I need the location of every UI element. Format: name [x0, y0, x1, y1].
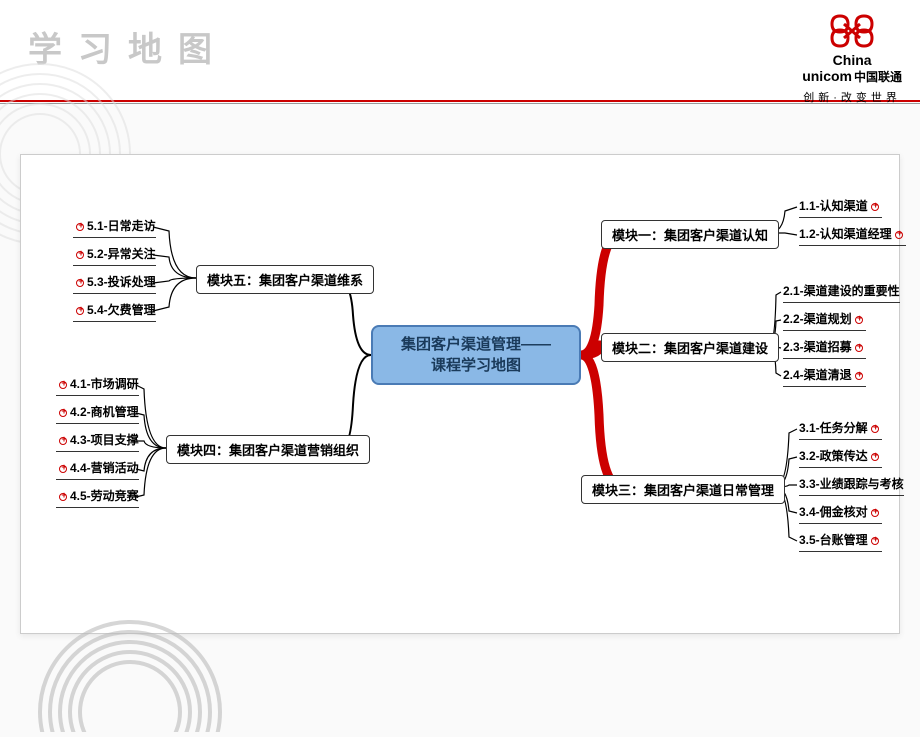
module-4: 模块四：集团客户渠道营销组织 — [166, 435, 370, 464]
leaf-3-4: 3.4-佣金核对 — [799, 501, 882, 522]
expand-icon[interactable] — [855, 344, 863, 352]
expand-icon[interactable] — [871, 537, 879, 545]
expand-icon[interactable] — [895, 231, 903, 239]
expand-icon[interactable] — [76, 279, 84, 287]
leaf-3-5: 3.5-台账管理 — [799, 529, 882, 550]
module-2: 模块二：集团客户渠道建设 — [601, 333, 779, 362]
leaf-2-3: 2.3-渠道招募 — [783, 336, 866, 357]
expand-icon[interactable] — [855, 372, 863, 380]
expand-icon[interactable] — [76, 307, 84, 315]
expand-icon[interactable] — [871, 453, 879, 461]
mindmap: 集团客户渠道管理——课程学习地图 模块一：集团客户渠道认知 模块二：集团客户渠道… — [20, 154, 900, 634]
expand-icon[interactable] — [59, 409, 67, 417]
leaf-4-5: 4.5-劳动竞赛 — [56, 485, 139, 506]
leaf-1-1: 1.1-认知渠道 — [799, 195, 882, 216]
leaf-3-1: 3.1-任务分解 — [799, 417, 882, 438]
leaf-2-4: 2.4-渠道清退 — [783, 364, 866, 385]
leaf-1-2: 1.2-认知渠道经理 — [799, 223, 906, 244]
decoration-bottom-icon — [30, 612, 230, 732]
expand-icon[interactable] — [76, 251, 84, 259]
expand-icon[interactable] — [871, 203, 879, 211]
china-unicom-knot-icon — [824, 8, 880, 50]
expand-icon[interactable] — [59, 493, 67, 501]
leaf-5-1: 5.1-日常走访 — [73, 215, 156, 236]
expand-icon[interactable] — [59, 465, 67, 473]
expand-icon[interactable] — [855, 316, 863, 324]
leaf-2-1: 2.1-渠道建设的重要性 — [783, 280, 900, 301]
module-3: 模块三：集团客户渠道日常管理 — [581, 475, 785, 504]
expand-icon[interactable] — [871, 425, 879, 433]
logo-tagline: 创新·改变世界 — [802, 89, 902, 105]
leaf-4-1: 4.1-市场调研 — [56, 373, 139, 394]
module-5: 模块五：集团客户渠道维系 — [196, 265, 374, 294]
logo: China unicom中国联通 创新·改变世界 — [802, 8, 902, 105]
logo-text: China unicom中国联通 — [802, 52, 902, 85]
center-label: 集团客户渠道管理——课程学习地图 — [401, 334, 551, 376]
leaf-4-2: 4.2-商机管理 — [56, 401, 139, 422]
expand-icon[interactable] — [871, 509, 879, 517]
leaf-3-3: 3.3-业绩跟踪与考核 — [799, 473, 904, 494]
canvas: 集团客户渠道管理——课程学习地图 模块一：集团客户渠道认知 模块二：集团客户渠道… — [0, 104, 920, 692]
leaf-4-4: 4.4-营销活动 — [56, 457, 139, 478]
leaf-5-2: 5.2-异常关注 — [73, 243, 156, 264]
expand-icon[interactable] — [76, 223, 84, 231]
center-node: 集团客户渠道管理——课程学习地图 — [371, 325, 581, 385]
leaf-4-3: 4.3-项目支撑 — [56, 429, 139, 450]
leaf-5-3: 5.3-投诉处理 — [73, 271, 156, 292]
leaf-2-2: 2.2-渠道规划 — [783, 308, 866, 329]
leaf-5-4: 5.4-欠费管理 — [73, 299, 156, 320]
module-1: 模块一：集团客户渠道认知 — [601, 220, 779, 249]
expand-icon[interactable] — [59, 381, 67, 389]
leaf-3-2: 3.2-政策传达 — [799, 445, 882, 466]
expand-icon[interactable] — [59, 437, 67, 445]
